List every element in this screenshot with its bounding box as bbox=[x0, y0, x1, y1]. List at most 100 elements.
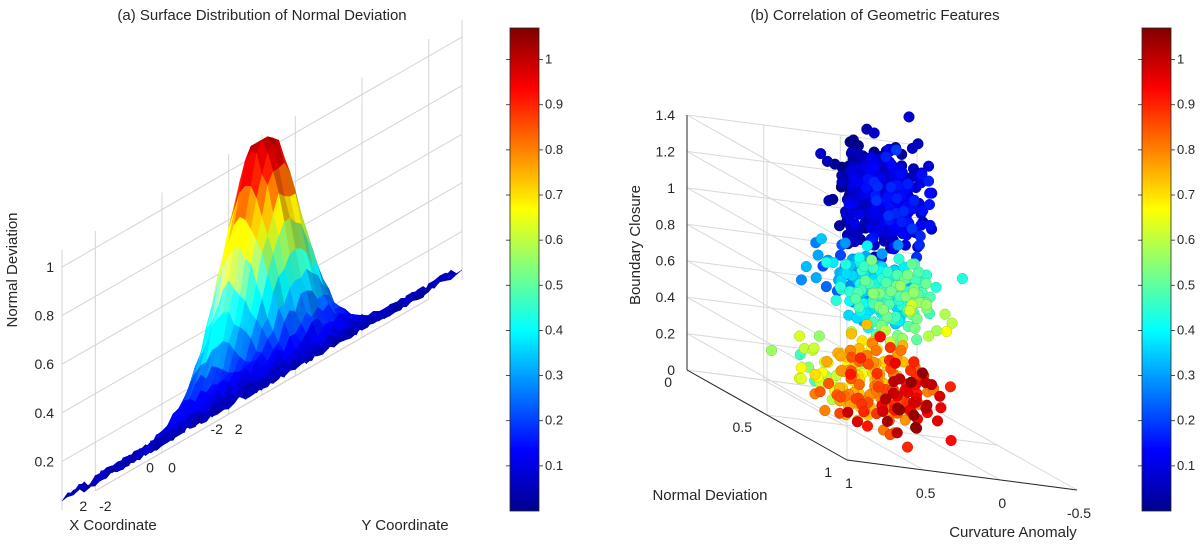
scatter-point bbox=[891, 192, 903, 204]
scatter-point bbox=[815, 148, 827, 160]
surface-colorbar-tick: 0.6 bbox=[545, 232, 563, 247]
scatter-point bbox=[877, 303, 889, 316]
scatter-point bbox=[812, 249, 824, 261]
scatter-point bbox=[877, 405, 889, 417]
scatter-y-axis-label: Curvature Anomaly bbox=[949, 524, 1077, 541]
surface-colorbar-tick: 0.9 bbox=[545, 97, 563, 112]
scatter-point bbox=[855, 352, 867, 364]
scatter-point bbox=[902, 269, 914, 281]
scatter-point bbox=[930, 281, 942, 293]
scatter-point bbox=[853, 208, 865, 220]
scatter-point bbox=[941, 325, 953, 338]
scatter-point bbox=[923, 160, 935, 172]
scatter-point bbox=[813, 330, 825, 342]
scatter-point bbox=[916, 367, 928, 379]
surface-colorbar-ticks: 0.1 0.2 0.3 0.4 0.5 0.6 0.7 0.8 0.9 1 bbox=[506, 52, 563, 473]
scatter-point bbox=[819, 404, 831, 417]
surface-z-tick: 1 bbox=[46, 259, 54, 275]
scatter-point bbox=[887, 387, 899, 399]
scatter-point bbox=[896, 216, 908, 228]
scatter-point bbox=[885, 285, 897, 297]
scatter-y-tick: -0.5 bbox=[1067, 505, 1091, 521]
scatter-point bbox=[842, 406, 854, 418]
surface-x-tick: -2 bbox=[210, 421, 223, 437]
scatter-point bbox=[946, 317, 958, 329]
scatter-colorbar-tick: 0.5 bbox=[1177, 277, 1195, 292]
scatter-point bbox=[904, 305, 916, 317]
scatter-colorbar-tick: 0.9 bbox=[1177, 97, 1195, 112]
scatter-point bbox=[892, 239, 904, 251]
scatter-point bbox=[906, 258, 918, 270]
scatter-point bbox=[895, 168, 907, 180]
scatter-point bbox=[795, 373, 807, 385]
scatter-point bbox=[849, 236, 861, 248]
scatter-point bbox=[841, 268, 853, 280]
scatter-point bbox=[834, 350, 847, 362]
scatter-colorbar-tick: 0.4 bbox=[1177, 322, 1195, 337]
scatter-point bbox=[850, 293, 862, 305]
scatter-point bbox=[874, 331, 886, 343]
scatter-point bbox=[808, 342, 820, 354]
scatter-point bbox=[895, 344, 907, 357]
scatter-point bbox=[820, 281, 832, 293]
scatter-point bbox=[834, 281, 846, 293]
scatter-point bbox=[871, 367, 883, 380]
scatter-point bbox=[834, 391, 846, 403]
surface-y-axis-label: Y Coordinate bbox=[361, 517, 448, 534]
scatter-point bbox=[889, 357, 901, 369]
scatter-point bbox=[906, 142, 918, 154]
scatter-point bbox=[902, 178, 914, 190]
scatter-point bbox=[892, 402, 904, 414]
scatter-point bbox=[861, 240, 873, 252]
scatter-x-tick: 0 bbox=[664, 374, 672, 390]
surface-colorbar-tick: 0.8 bbox=[545, 142, 563, 157]
scatter-colorbar-tick: 0.2 bbox=[1177, 413, 1195, 428]
scatter-point bbox=[870, 345, 882, 357]
scatter-colorbar-tick: 1 bbox=[1177, 52, 1184, 67]
surface-ticks: -2 0 2 -2 0 2 0.2 0.4 0.6 0.8 1 bbox=[35, 259, 243, 514]
scatter-point bbox=[876, 248, 888, 260]
surface-z-tick: 0.2 bbox=[35, 453, 55, 469]
scatter-point bbox=[908, 356, 920, 368]
scatter-colorbar-tick: 0.6 bbox=[1177, 232, 1195, 247]
scatter-point bbox=[809, 368, 821, 381]
scatter-z-tick: 1.2 bbox=[656, 143, 676, 159]
surface-z-tick: 0.6 bbox=[35, 356, 55, 372]
scatter-y-tick: 0.5 bbox=[916, 485, 936, 501]
scatter-point bbox=[823, 195, 835, 207]
scatter-point bbox=[821, 355, 833, 368]
scatter-z-tick: 0.8 bbox=[656, 216, 676, 232]
scatter-point bbox=[939, 308, 951, 320]
scatter-z-tick: 0 bbox=[667, 362, 675, 378]
surface-y-tick: 2 bbox=[235, 421, 243, 437]
scatter-point bbox=[880, 277, 892, 289]
scatter-point bbox=[814, 386, 826, 398]
scatter-point bbox=[916, 168, 928, 180]
surface-y-tick: -2 bbox=[99, 498, 112, 514]
surface-colorbar-tick: 0.7 bbox=[545, 187, 563, 202]
surface-colorbar-tick: 0.5 bbox=[545, 277, 563, 292]
scatter-point bbox=[924, 219, 936, 231]
scatter-colorbar-tick: 0.7 bbox=[1177, 187, 1195, 202]
scatter-point bbox=[914, 230, 926, 242]
surface-mesh bbox=[61, 136, 463, 502]
scatter-point bbox=[902, 386, 914, 398]
surface-y-tick: 0 bbox=[168, 460, 176, 476]
surface-z-tick: 0.4 bbox=[35, 405, 55, 421]
scatter-point bbox=[868, 127, 880, 139]
scatter-x-axis-label: Normal Deviation bbox=[652, 487, 767, 504]
scatter-point bbox=[945, 434, 957, 447]
scatter-point bbox=[815, 233, 827, 245]
scatter-ticks: 0 0.2 0.4 0.6 0.8 1 1.2 1.4 0 0.5 1 -0.5 0 0.5 1 bbox=[656, 107, 1092, 521]
scatter-point bbox=[905, 376, 917, 388]
surface-colorbar-tick: 1 bbox=[545, 52, 552, 67]
surface-x-tick: 0 bbox=[146, 460, 154, 476]
scatter-point bbox=[795, 274, 807, 286]
scatter-point bbox=[885, 159, 897, 171]
scatter-point bbox=[923, 199, 936, 211]
scatter-y-tick: 0 bbox=[998, 495, 1006, 511]
scatter-point bbox=[920, 277, 932, 290]
scatter-points bbox=[765, 111, 968, 453]
scatter-point bbox=[911, 313, 923, 325]
